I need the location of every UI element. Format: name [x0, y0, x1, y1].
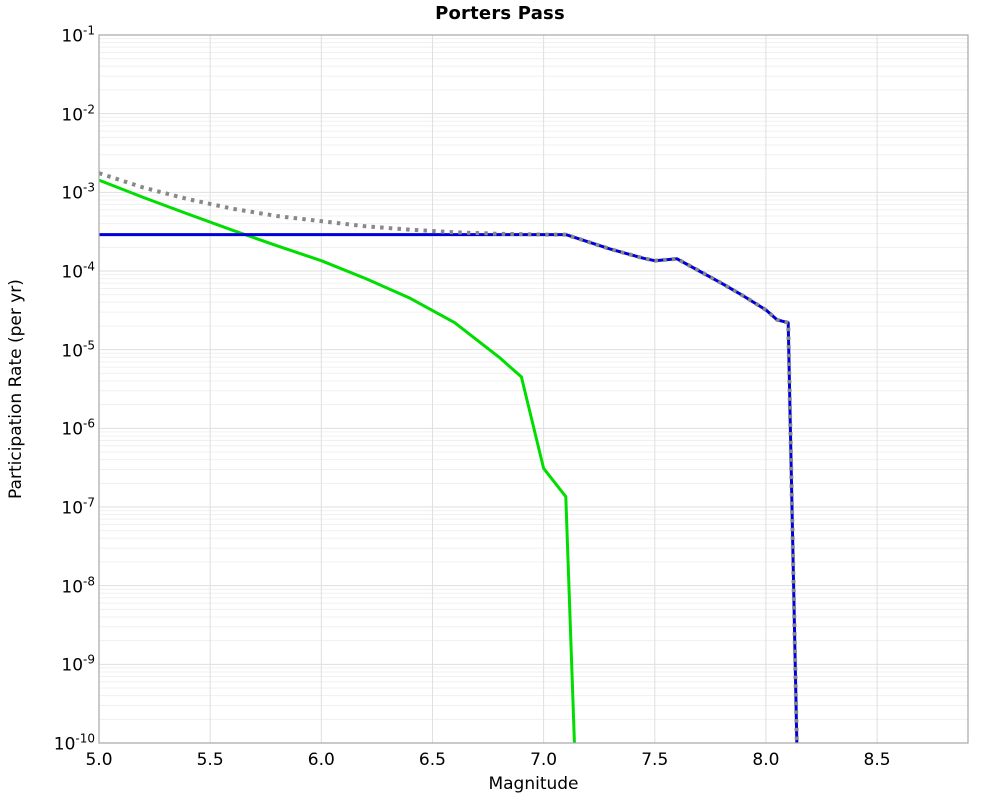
x-tick-label: 8.0 [752, 750, 780, 770]
series-line-green-solid [99, 178, 576, 743]
chart-title: Porters Pass [435, 3, 565, 24]
y-tick-label: 10-6 [61, 417, 95, 440]
x-axis-title: Magnitude [488, 774, 579, 794]
y-tick-label: 10-10 [53, 731, 95, 755]
plot-border [98, 34, 969, 744]
y-tick-label: 10-3 [61, 181, 95, 204]
y-tick-label: 10-1 [61, 23, 95, 47]
y-tick-label: 10-5 [61, 338, 95, 361]
x-tick-label: 5.0 [85, 750, 113, 770]
series-line-gray-dotted-total [99, 171, 799, 743]
y-tick-label: 10-7 [61, 495, 95, 519]
x-tick-label: 5.5 [196, 750, 224, 770]
y-tick-label: 10-9 [61, 653, 95, 676]
y-tick-label: 10-2 [61, 102, 95, 125]
y-tick-label: 10-8 [61, 574, 95, 597]
x-tick-label: 6.5 [418, 750, 446, 770]
y-axis-title: Participation Rate (per yr) [6, 279, 26, 499]
x-tick-label: 6.0 [307, 750, 335, 770]
x-tick-label: 8.5 [863, 750, 891, 770]
x-tick-label: 7.0 [530, 750, 558, 770]
y-tick-label: 10-4 [61, 259, 95, 283]
x-tick-label: 7.5 [641, 750, 669, 770]
